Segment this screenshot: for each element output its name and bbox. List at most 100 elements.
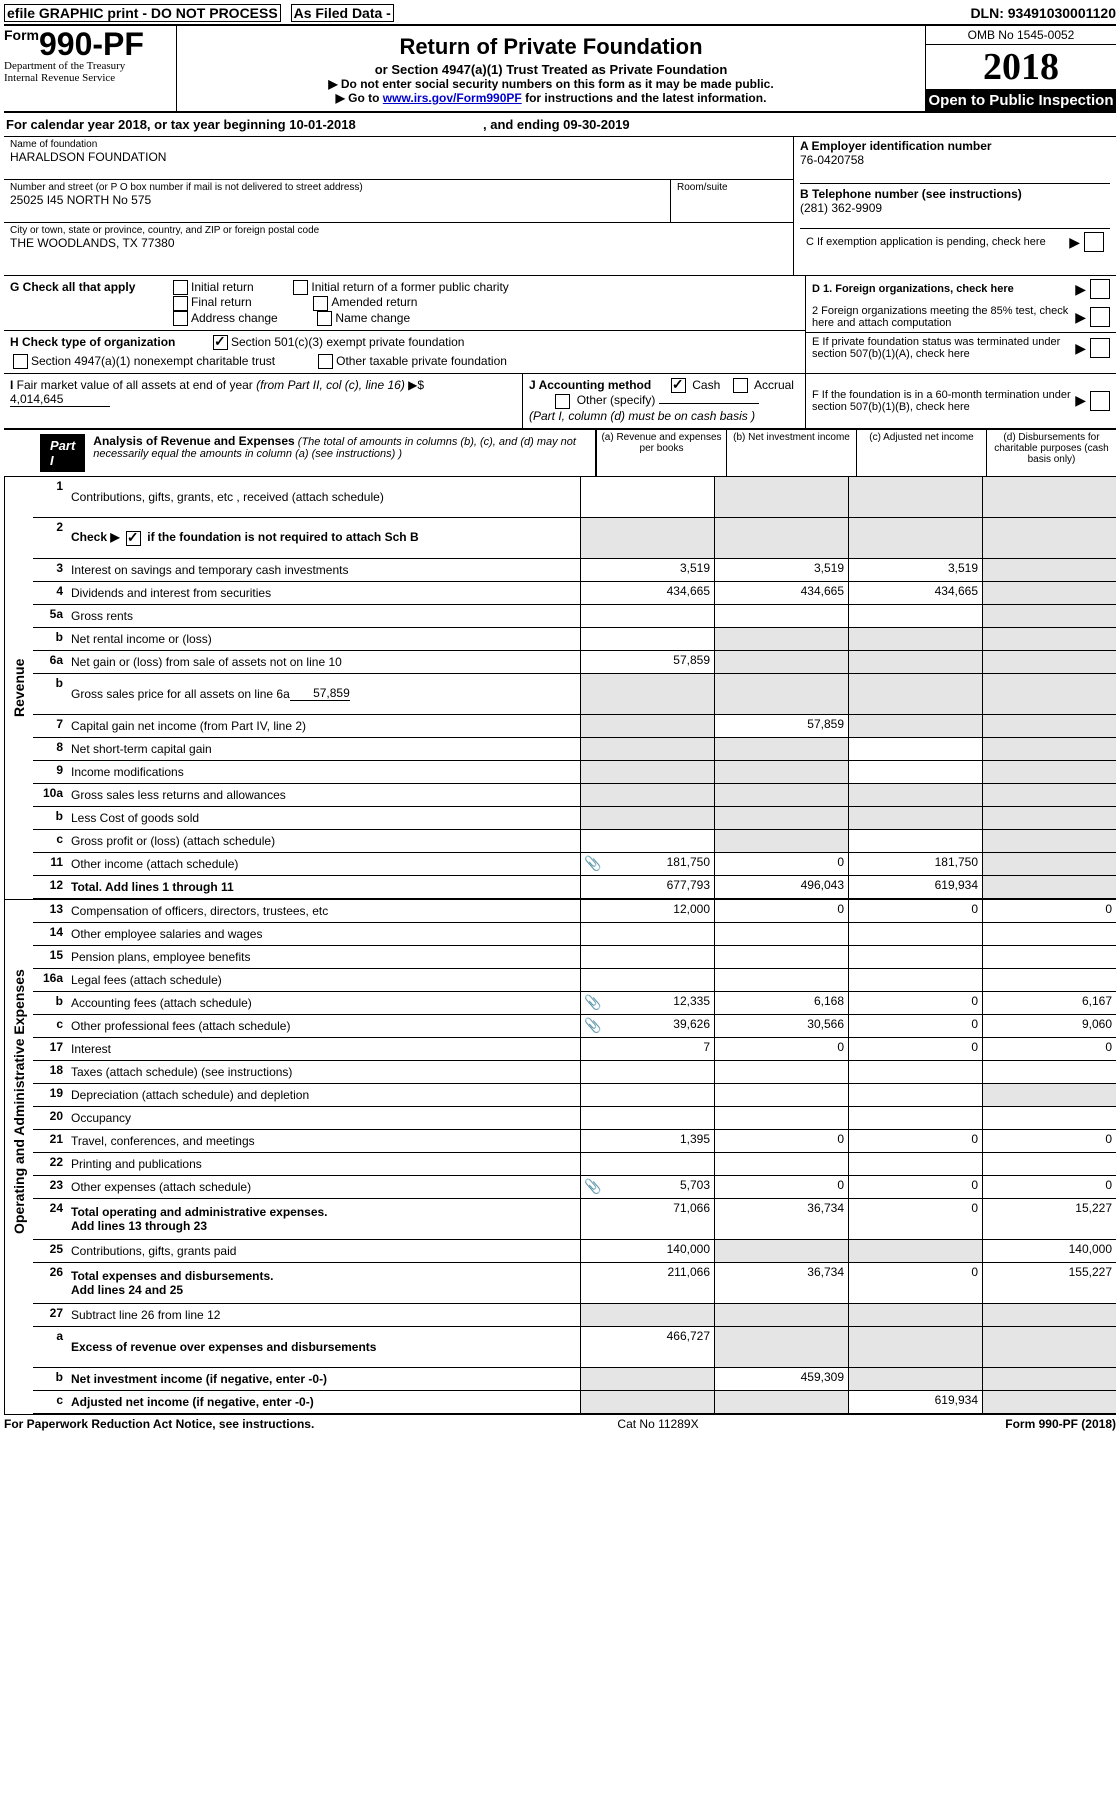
line-desc: Net gain or (loss) from sale of assets n…: [67, 651, 580, 673]
line-num: 16a: [33, 969, 67, 991]
cell-b: [714, 477, 848, 517]
line-l16b: bAccounting fees (attach schedule)📎12,33…: [33, 992, 1116, 1015]
chk-initial[interactable]: [173, 280, 188, 295]
efile-label: efile GRAPHIC print - DO NOT PROCESS: [4, 4, 281, 22]
line-desc: Gross rents: [67, 605, 580, 627]
cell-b: [714, 1107, 848, 1129]
attachment-icon[interactable]: 📎: [584, 1017, 601, 1034]
cell-d: [982, 559, 1116, 581]
cell-b: 0: [714, 1038, 848, 1060]
cell-c: [848, 738, 982, 760]
line-num: 14: [33, 923, 67, 945]
line-num: b: [33, 992, 67, 1014]
line-desc: Income modifications: [67, 761, 580, 783]
cell-a: [580, 807, 714, 829]
cell-b: [714, 651, 848, 673]
chk-initial-former[interactable]: [293, 280, 308, 295]
chk-accrual[interactable]: [733, 378, 748, 393]
line-l5b: bNet rental income or (loss): [33, 628, 1116, 651]
cell-d: [982, 715, 1116, 737]
cell-a: [580, 1153, 714, 1175]
cell-b: 496,043: [714, 876, 848, 898]
line-desc: Printing and publications: [67, 1153, 580, 1175]
cell-c: [848, 518, 982, 558]
chk-name[interactable]: [317, 311, 332, 326]
line-num: 11: [33, 853, 67, 875]
line-desc: Check ▶ if the foundation is not require…: [67, 518, 580, 558]
cell-c: [848, 1153, 982, 1175]
d1-checkbox[interactable]: [1090, 279, 1110, 299]
cell-a: 📎5,703: [580, 1176, 714, 1198]
line-l6b: bGross sales price for all assets on lin…: [33, 674, 1116, 715]
line-num: a: [33, 1327, 67, 1367]
cell-a: [580, 477, 714, 517]
footer-center: Cat No 11289X: [440, 1417, 876, 1431]
cell-d: [982, 1391, 1116, 1413]
chk-schb[interactable]: [126, 531, 141, 546]
line-l14: 14Other employee salaries and wages: [33, 923, 1116, 946]
cell-b: 0: [714, 853, 848, 875]
cell-a: [580, 923, 714, 945]
cell-a: [580, 1304, 714, 1326]
chk-address[interactable]: [173, 311, 188, 326]
line-desc: Excess of revenue over expenses and disb…: [67, 1327, 580, 1367]
chk-other-method[interactable]: [555, 394, 570, 409]
line-l16a: 16aLegal fees (attach schedule): [33, 969, 1116, 992]
line-l26: 26Total expenses and disbursements. Add …: [33, 1263, 1116, 1304]
cell-b: 459,309: [714, 1368, 848, 1390]
cell-d: [982, 1061, 1116, 1083]
line-num: 15: [33, 946, 67, 968]
part1-title: Analysis of Revenue and Expenses: [93, 434, 294, 448]
line-num: 27: [33, 1304, 67, 1326]
cell-b: [714, 1084, 848, 1106]
d2-label: 2 Foreign organizations meeting the 85% …: [812, 305, 1071, 329]
g-o3: Final return: [191, 295, 252, 309]
line-l8: 8Net short-term capital gain: [33, 738, 1116, 761]
line-l25: 25Contributions, gifts, grants paid140,0…: [33, 1240, 1116, 1263]
chk-amended[interactable]: [313, 296, 328, 311]
line-desc: Net rental income or (loss): [67, 628, 580, 650]
cell-a: 140,000: [580, 1240, 714, 1262]
j-cash: Cash: [692, 378, 720, 392]
chk-4947[interactable]: [13, 354, 28, 369]
chk-501c3[interactable]: [213, 335, 228, 350]
g-o2: Initial return of a former public charit…: [311, 280, 508, 294]
line-num: b: [33, 674, 67, 714]
id-block: Name of foundation HARALDSON FOUNDATION …: [4, 137, 1116, 275]
line-l27c: cAdjusted net income (if negative, enter…: [33, 1391, 1116, 1414]
c-checkbox[interactable]: [1084, 232, 1104, 252]
line-l17: 17Interest7000: [33, 1038, 1116, 1061]
f-checkbox[interactable]: [1090, 391, 1110, 411]
line-num: 23: [33, 1176, 67, 1198]
dept-line1: Department of the Treasury: [4, 60, 174, 72]
attachment-icon[interactable]: 📎: [584, 855, 601, 872]
line-l18: 18Taxes (attach schedule) (see instructi…: [33, 1061, 1116, 1084]
chk-other-tax[interactable]: [318, 354, 333, 369]
e-checkbox[interactable]: [1090, 338, 1110, 358]
col-d-head: (d) Disbursements for charitable purpose…: [986, 430, 1116, 476]
cell-a: 📎12,335: [580, 992, 714, 1014]
d2-checkbox[interactable]: [1090, 307, 1110, 327]
attachment-icon[interactable]: 📎: [584, 994, 601, 1011]
cell-d: 0: [982, 900, 1116, 922]
cell-a: 12,000: [580, 900, 714, 922]
line-l21: 21Travel, conferences, and meetings1,395…: [33, 1130, 1116, 1153]
form-instr1: ▶ Do not enter social security numbers o…: [183, 77, 919, 91]
irs-link[interactable]: www.irs.gov/Form990PF: [383, 91, 522, 105]
cell-d: 155,227: [982, 1263, 1116, 1303]
cell-d: [982, 761, 1116, 783]
cell-c: 0: [848, 1015, 982, 1037]
line-num: 13: [33, 900, 67, 922]
cell-b: 0: [714, 900, 848, 922]
line-num: 9: [33, 761, 67, 783]
chk-final[interactable]: [173, 296, 188, 311]
line-l16c: cOther professional fees (attach schedul…: [33, 1015, 1116, 1038]
cell-a: [580, 674, 714, 714]
attachment-icon[interactable]: 📎: [584, 1178, 601, 1195]
g-label: G Check all that apply: [10, 280, 170, 326]
line-desc: Contributions, gifts, grants paid: [67, 1240, 580, 1262]
chk-cash[interactable]: [671, 378, 686, 393]
cell-b: 30,566: [714, 1015, 848, 1037]
line-l4: 4Dividends and interest from securities4…: [33, 582, 1116, 605]
cell-d: [982, 1107, 1116, 1129]
